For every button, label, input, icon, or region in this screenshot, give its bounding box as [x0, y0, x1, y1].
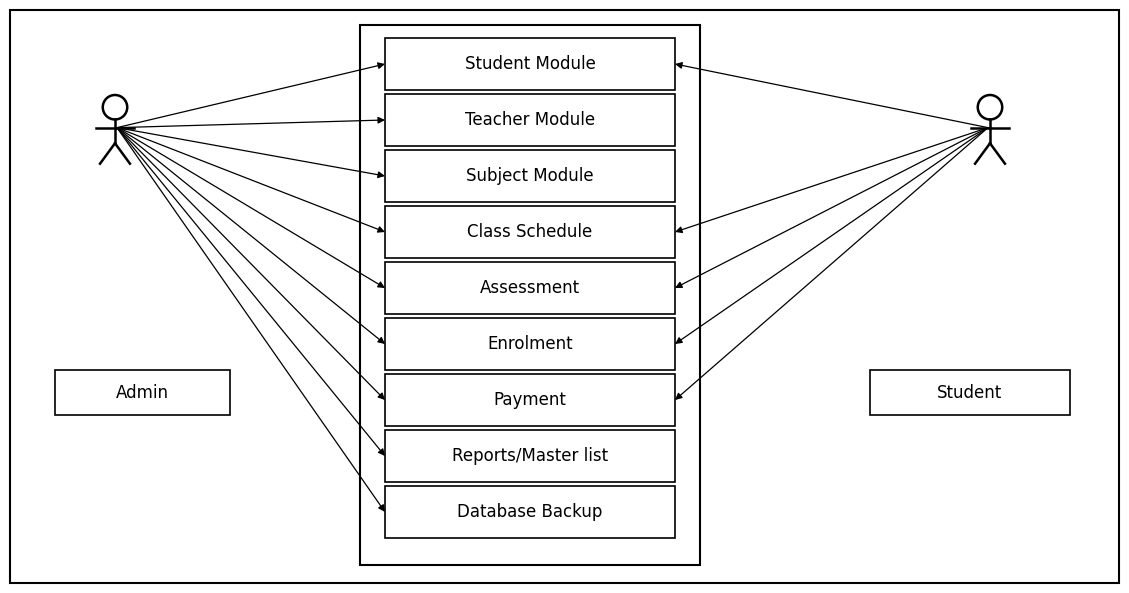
Bar [385, 38, 675, 90]
Text: Subject Module: Subject Module [466, 167, 594, 185]
Text: Student: Student [937, 384, 1003, 401]
Text: Payment: Payment [493, 391, 567, 409]
Text: Class Schedule: Class Schedule [467, 223, 593, 241]
Text: Assessment: Assessment [480, 279, 580, 297]
Bar [385, 374, 675, 426]
Bar [385, 206, 675, 258]
Bar [55, 370, 230, 415]
Bar [385, 486, 675, 538]
Bar [870, 370, 1070, 415]
Text: Database Backup: Database Backup [457, 503, 603, 521]
Text: Reports/Master list: Reports/Master list [452, 447, 609, 465]
Text: Admin: Admin [116, 384, 169, 401]
Text: Student Module: Student Module [464, 55, 595, 73]
Text: Enrolment: Enrolment [488, 335, 572, 353]
Text: Teacher Module: Teacher Module [465, 111, 595, 129]
Bar [385, 262, 675, 314]
Bar [385, 318, 675, 370]
Bar [360, 25, 700, 565]
Bar [385, 94, 675, 146]
Bar [385, 150, 675, 202]
Bar [385, 430, 675, 482]
